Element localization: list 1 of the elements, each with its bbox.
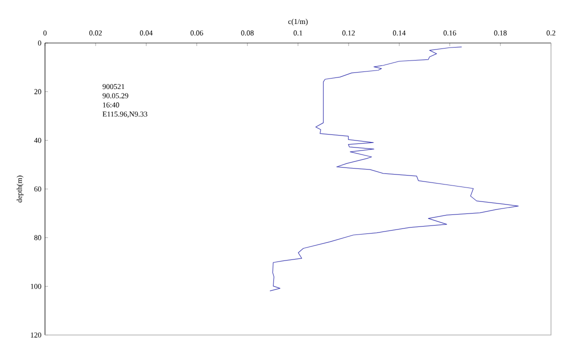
line-series <box>270 46 519 292</box>
